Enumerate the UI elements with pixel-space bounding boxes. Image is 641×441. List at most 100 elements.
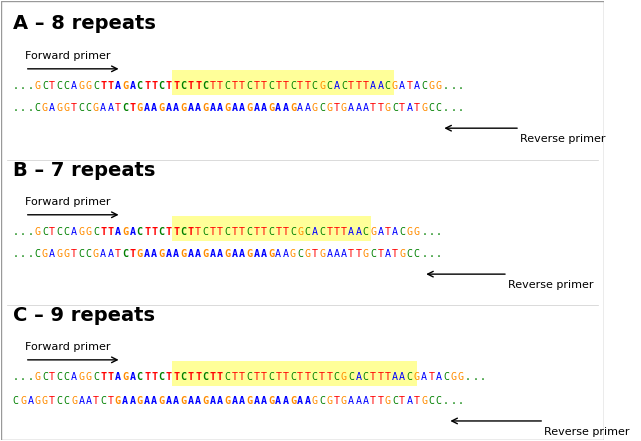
Text: C: C [348, 373, 354, 382]
Text: A: A [115, 82, 121, 91]
Text: .: . [421, 249, 427, 259]
Text: A: A [333, 249, 340, 259]
Text: T: T [414, 103, 420, 113]
Text: A: A [151, 249, 157, 259]
Text: T: T [166, 82, 172, 91]
Text: G: G [158, 249, 165, 259]
Text: T: T [378, 103, 383, 113]
Text: .: . [13, 228, 19, 237]
Text: .: . [13, 249, 19, 259]
Text: A: A [144, 396, 150, 406]
Text: G: G [56, 249, 63, 259]
Text: A: A [166, 249, 172, 259]
Text: T: T [108, 82, 113, 91]
Text: A: A [283, 396, 288, 406]
Text: A: A [326, 249, 332, 259]
Text: G: G [297, 228, 303, 237]
Text: C: C [203, 82, 208, 91]
Text: Reverse primer: Reverse primer [544, 427, 629, 437]
Text: C: C [181, 228, 187, 237]
Text: A: A [115, 228, 121, 237]
Text: G: G [304, 249, 310, 259]
Text: T: T [144, 82, 150, 91]
Text: G: G [78, 373, 85, 382]
Text: C: C [224, 373, 230, 382]
Text: C: C [246, 373, 252, 382]
Text: A: A [49, 249, 55, 259]
Text: T: T [356, 249, 362, 259]
Text: C: C [93, 82, 99, 91]
Text: G: G [451, 373, 456, 382]
Text: A: A [356, 103, 362, 113]
Text: C: C [290, 82, 296, 91]
Text: T: T [188, 228, 194, 237]
Text: A: A [217, 103, 223, 113]
Text: C: C [268, 373, 274, 382]
Text: A: A [261, 396, 267, 406]
Text: T: T [115, 103, 121, 113]
Text: G: G [137, 396, 143, 406]
Text: C: C [363, 228, 369, 237]
Text: G: G [312, 396, 318, 406]
Text: T: T [100, 373, 106, 382]
Text: C: C [341, 82, 347, 91]
Text: .: . [20, 249, 26, 259]
Text: A: A [28, 396, 33, 406]
Text: T: T [217, 82, 223, 91]
Text: T: T [341, 228, 347, 237]
Text: G: G [93, 249, 99, 259]
Text: T: T [348, 82, 354, 91]
Text: C: C [224, 228, 230, 237]
Text: T: T [93, 396, 99, 406]
Text: G: G [268, 103, 274, 113]
Text: A: A [210, 249, 215, 259]
Text: T: T [378, 396, 383, 406]
Text: A: A [304, 396, 310, 406]
Text: T: T [363, 82, 369, 91]
Text: C: C [122, 249, 128, 259]
Text: T: T [312, 249, 318, 259]
Text: T: T [210, 82, 215, 91]
Text: A: A [71, 82, 77, 91]
Text: .: . [28, 249, 33, 259]
Text: .: . [428, 249, 435, 259]
Text: A: A [421, 373, 427, 382]
Text: A: A [356, 373, 362, 382]
Text: G: G [224, 103, 230, 113]
Text: T: T [231, 228, 238, 237]
Text: A: A [231, 103, 238, 113]
Text: .: . [436, 228, 442, 237]
Text: T: T [195, 373, 201, 382]
Text: C: C [93, 373, 99, 382]
Text: A: A [239, 396, 245, 406]
Text: G: G [326, 396, 332, 406]
Text: C: C [35, 103, 40, 113]
Text: G: G [224, 396, 230, 406]
Text: T: T [319, 373, 325, 382]
Text: .: . [451, 396, 456, 406]
Text: C: C [64, 228, 70, 237]
Text: A: A [406, 103, 413, 113]
Text: C: C [304, 228, 310, 237]
Text: T: T [151, 228, 157, 237]
Text: A: A [275, 249, 281, 259]
Text: C: C [13, 396, 19, 406]
Text: G: G [341, 103, 347, 113]
Text: G: G [93, 103, 99, 113]
Text: T: T [348, 249, 354, 259]
Text: A: A [304, 103, 310, 113]
Text: C: C [158, 228, 165, 237]
Text: A: A [297, 396, 303, 406]
Text: A: A [385, 249, 390, 259]
Text: A: A [188, 396, 194, 406]
Text: A: A [348, 396, 354, 406]
Text: T: T [100, 228, 106, 237]
Text: C: C [443, 373, 449, 382]
Text: T: T [217, 373, 223, 382]
Text: A: A [283, 249, 288, 259]
Text: A – 8 repeats: A – 8 repeats [13, 14, 156, 33]
Text: A: A [115, 373, 121, 382]
Text: G: G [203, 396, 208, 406]
Text: .: . [465, 373, 471, 382]
Text: G: G [326, 103, 332, 113]
